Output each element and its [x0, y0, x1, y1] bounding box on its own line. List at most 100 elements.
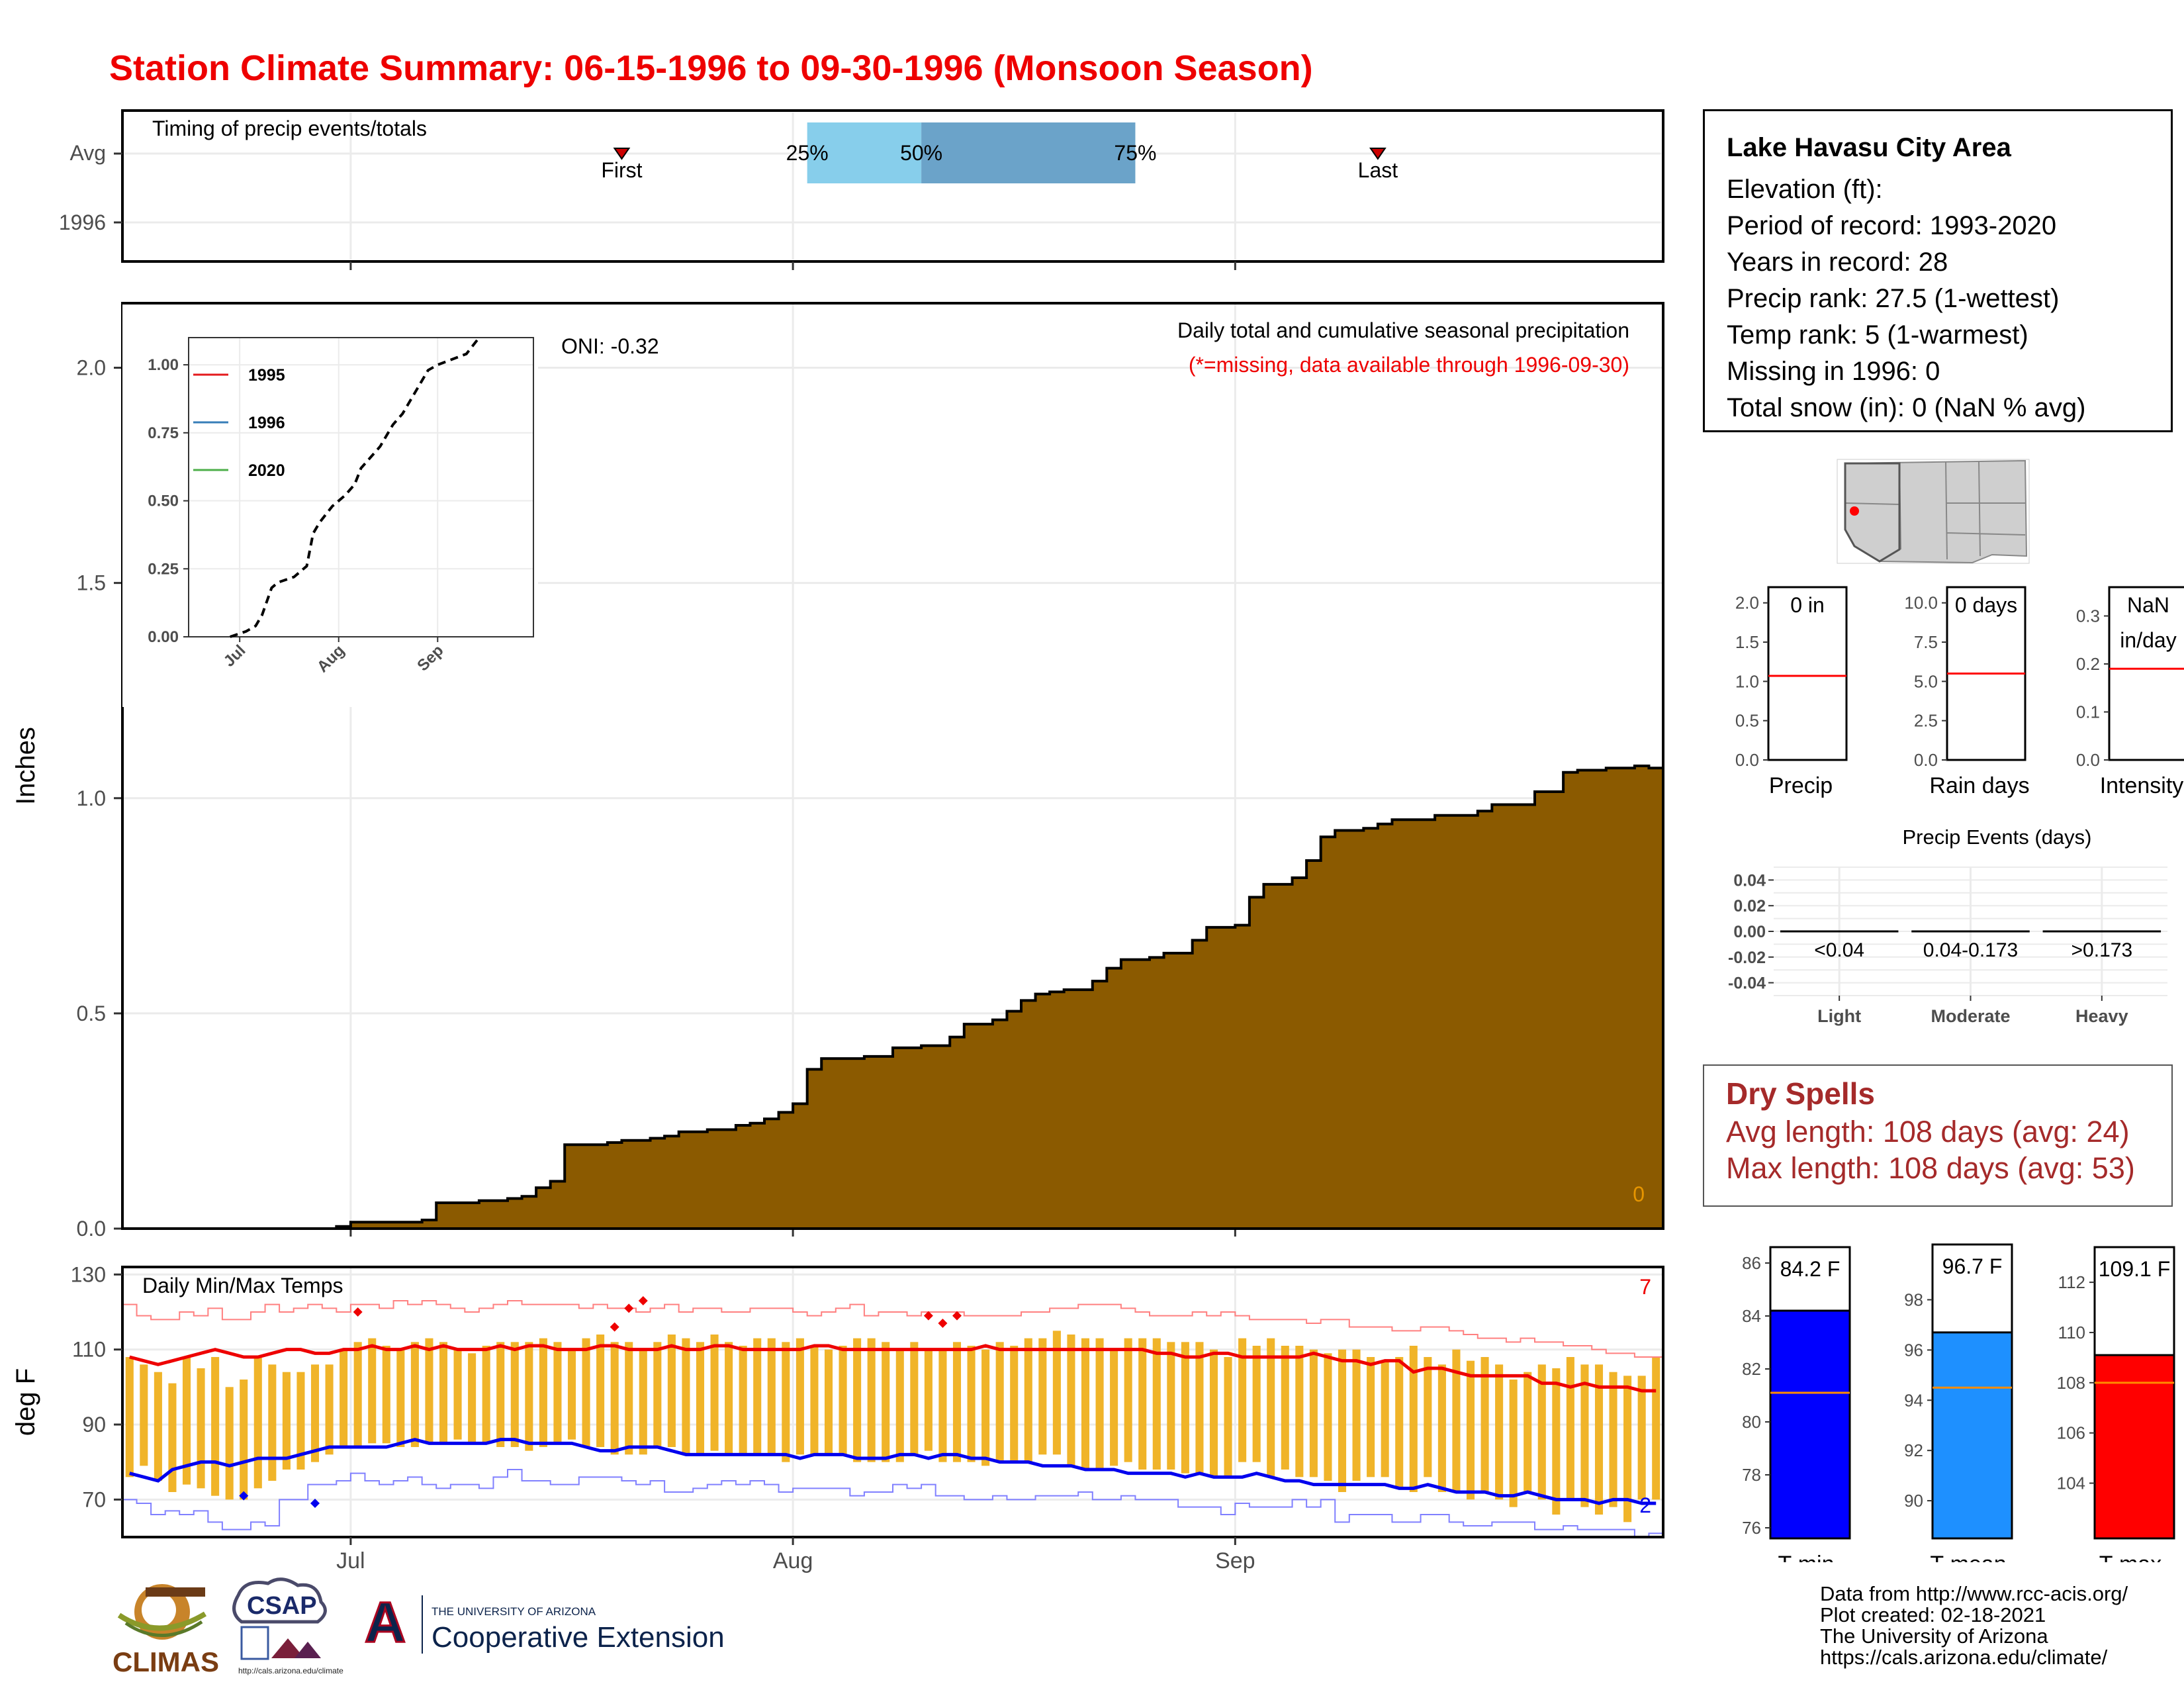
- temp-daily-bar: [496, 1342, 505, 1447]
- precip-mini-ytick-label: 5.0: [1914, 671, 1938, 691]
- station-name: Lake Havasu City Area: [1727, 133, 2011, 162]
- temp-daily-bar: [1480, 1357, 1489, 1492]
- temp-daily-bar: [1424, 1357, 1432, 1477]
- timing-quantile-label: 75%: [1114, 141, 1156, 165]
- precip-title: Daily total and cumulative seasonal prec…: [1177, 318, 1629, 342]
- temp-daily-bar: [782, 1342, 790, 1462]
- temp-daily-bar: [853, 1338, 862, 1462]
- temp-daily-bar: [1181, 1342, 1189, 1474]
- precip-ytick-label: 0.0: [77, 1217, 106, 1241]
- climas-logo: CLIMAS: [113, 1584, 219, 1677]
- temp-daily-bar: [610, 1342, 619, 1455]
- temp-daily-bar: [1324, 1353, 1332, 1481]
- temp-daily-bar: [1395, 1357, 1404, 1489]
- temp-daily-bar: [1381, 1360, 1389, 1477]
- precip-mini-ytick-label: 1.5: [1735, 632, 1759, 652]
- temp-daily-bar: [725, 1342, 733, 1455]
- events-ytick-label: -0.04: [1728, 974, 1766, 993]
- station-info-box: Lake Havasu City Area Elevation (ft): Pe…: [1703, 109, 2173, 432]
- temp-mini-ytick-label: 104: [2057, 1474, 2085, 1493]
- temp-mini-2: 104 106 108 110 112 109.1 F T-max: [2057, 1246, 2175, 1562]
- precip-mini-ytick-label: 7.5: [1914, 632, 1938, 652]
- temp-daily-bar: [1224, 1357, 1232, 1477]
- temp-daily-bar: [253, 1357, 262, 1489]
- temp-daily-bar: [382, 1346, 390, 1444]
- events-category-label: Heavy: [2075, 1006, 2128, 1026]
- temp-daily-bar: [1552, 1368, 1561, 1515]
- temp-mini-value: 84.2 F: [1780, 1257, 1841, 1281]
- footer-university: The University of Arizona: [1820, 1624, 2048, 1648]
- temp-xtick-label: Sep: [1215, 1548, 1255, 1573]
- oni-label: ONI: -0.32: [561, 334, 659, 358]
- avg-min-line: [129, 1438, 1657, 1505]
- record-high-marker: [923, 1311, 933, 1321]
- events-range-label: <0.04: [1814, 939, 1864, 961]
- logos: CLIMAS CSAP http://cals.arizona.edu/clim…: [113, 1577, 725, 1677]
- dry-spells-title: Dry Spells: [1726, 1076, 1875, 1111]
- precip-mini-value: in/day: [2120, 628, 2176, 652]
- inset-ytick-label: 0.00: [148, 628, 179, 646]
- record-high-marker: [952, 1311, 962, 1321]
- footer-created: Plot created: 02-18-2021: [1820, 1603, 2046, 1626]
- timing-label: Timing of precip events/totals: [152, 117, 427, 140]
- inset-background: [122, 305, 538, 707]
- temp-daily-bar: [296, 1372, 305, 1470]
- svg-text:CLIMAS: CLIMAS: [113, 1646, 219, 1677]
- precip-mini-label: Intensity: [2100, 773, 2184, 798]
- temp-daily-bar: [439, 1342, 448, 1444]
- temp-daily-bar: [1209, 1349, 1218, 1477]
- temp-daily-bar: [396, 1349, 405, 1447]
- temp-daily-bar: [325, 1364, 334, 1455]
- temp-daily-bar: [1495, 1364, 1504, 1500]
- temp-ytick-label: 130: [71, 1262, 106, 1286]
- record-high-marker: [624, 1303, 634, 1313]
- temp-daily-bar: [924, 1349, 933, 1451]
- inset-average-line: [230, 336, 480, 638]
- temp-daily-bar: [567, 1349, 576, 1440]
- temp-daily-bar: [1038, 1338, 1047, 1455]
- temp-daily-bar: [753, 1338, 762, 1455]
- temp-mini-ytick-label: 96: [1904, 1340, 1923, 1360]
- temp-daily-bar: [468, 1353, 477, 1444]
- dry-spells-box: Dry Spells Avg length: 108 days (avg: 24…: [1703, 1064, 2173, 1207]
- temp-mini-ytick-label: 80: [1742, 1412, 1761, 1432]
- temp-daily-bar: [1138, 1338, 1147, 1470]
- precip-ytick-label: 1.0: [77, 786, 106, 810]
- temp-ytick-label: 110: [72, 1338, 106, 1362]
- missing-count: 0: [1633, 1182, 1645, 1206]
- temp-daily-bar: [625, 1342, 633, 1455]
- temp-daily-bar: [882, 1342, 890, 1462]
- temp-daily-bar: [1466, 1360, 1475, 1500]
- record-high-marker: [353, 1307, 363, 1317]
- temp-panel: Daily Min/Max Temps 7 2 deg F 70 90 110 130…: [11, 1262, 1664, 1573]
- temp-daily-bar: [895, 1349, 904, 1462]
- info-years: Years in record: 28: [1727, 248, 1948, 277]
- precip-mini-1: 0.0 2.5 5.0 7.5 10.0 0 days Rain days: [1904, 586, 2030, 798]
- temp-daily-bar: [1338, 1349, 1347, 1492]
- record-low-marker: [239, 1491, 249, 1501]
- temp-mini-ytick-label: 92: [1904, 1440, 1923, 1460]
- temp-daily-bar: [353, 1342, 362, 1447]
- record-min-line: [122, 1469, 1663, 1538]
- temp-daily-bar: [197, 1368, 205, 1489]
- temp-mini-ytick-label: 76: [1742, 1518, 1761, 1538]
- temp-daily-bar: [182, 1357, 191, 1485]
- precip-ytick-label: 1.5: [77, 571, 106, 595]
- inset-ytick-label: 0.75: [148, 424, 179, 442]
- temp-daily-bar: [1052, 1331, 1061, 1455]
- station-location-dot: [1850, 506, 1859, 516]
- temp-mini-ytick-label: 98: [1904, 1289, 1923, 1309]
- temp-daily-bar: [140, 1364, 148, 1466]
- precip-mini-ytick-label: 10.0: [1904, 593, 1938, 613]
- timing-marker: [613, 148, 631, 160]
- temp-daily-bar: [553, 1342, 562, 1444]
- temp-daily-bar: [1623, 1376, 1632, 1523]
- precip-mini-ytick-label: 0.0: [2076, 750, 2100, 770]
- temp-ylabel: deg F: [11, 1368, 40, 1436]
- info-snow: Total snow (in): 0 (NaN % avg): [1727, 393, 2086, 422]
- inset-ytick-label: 0.25: [148, 560, 179, 578]
- temp-xtick-label: Jul: [336, 1548, 365, 1573]
- events-ytick-label: 0.00: [1733, 923, 1766, 941]
- temp-daily-bar: [767, 1338, 776, 1455]
- temp-daily-bar: [682, 1338, 690, 1455]
